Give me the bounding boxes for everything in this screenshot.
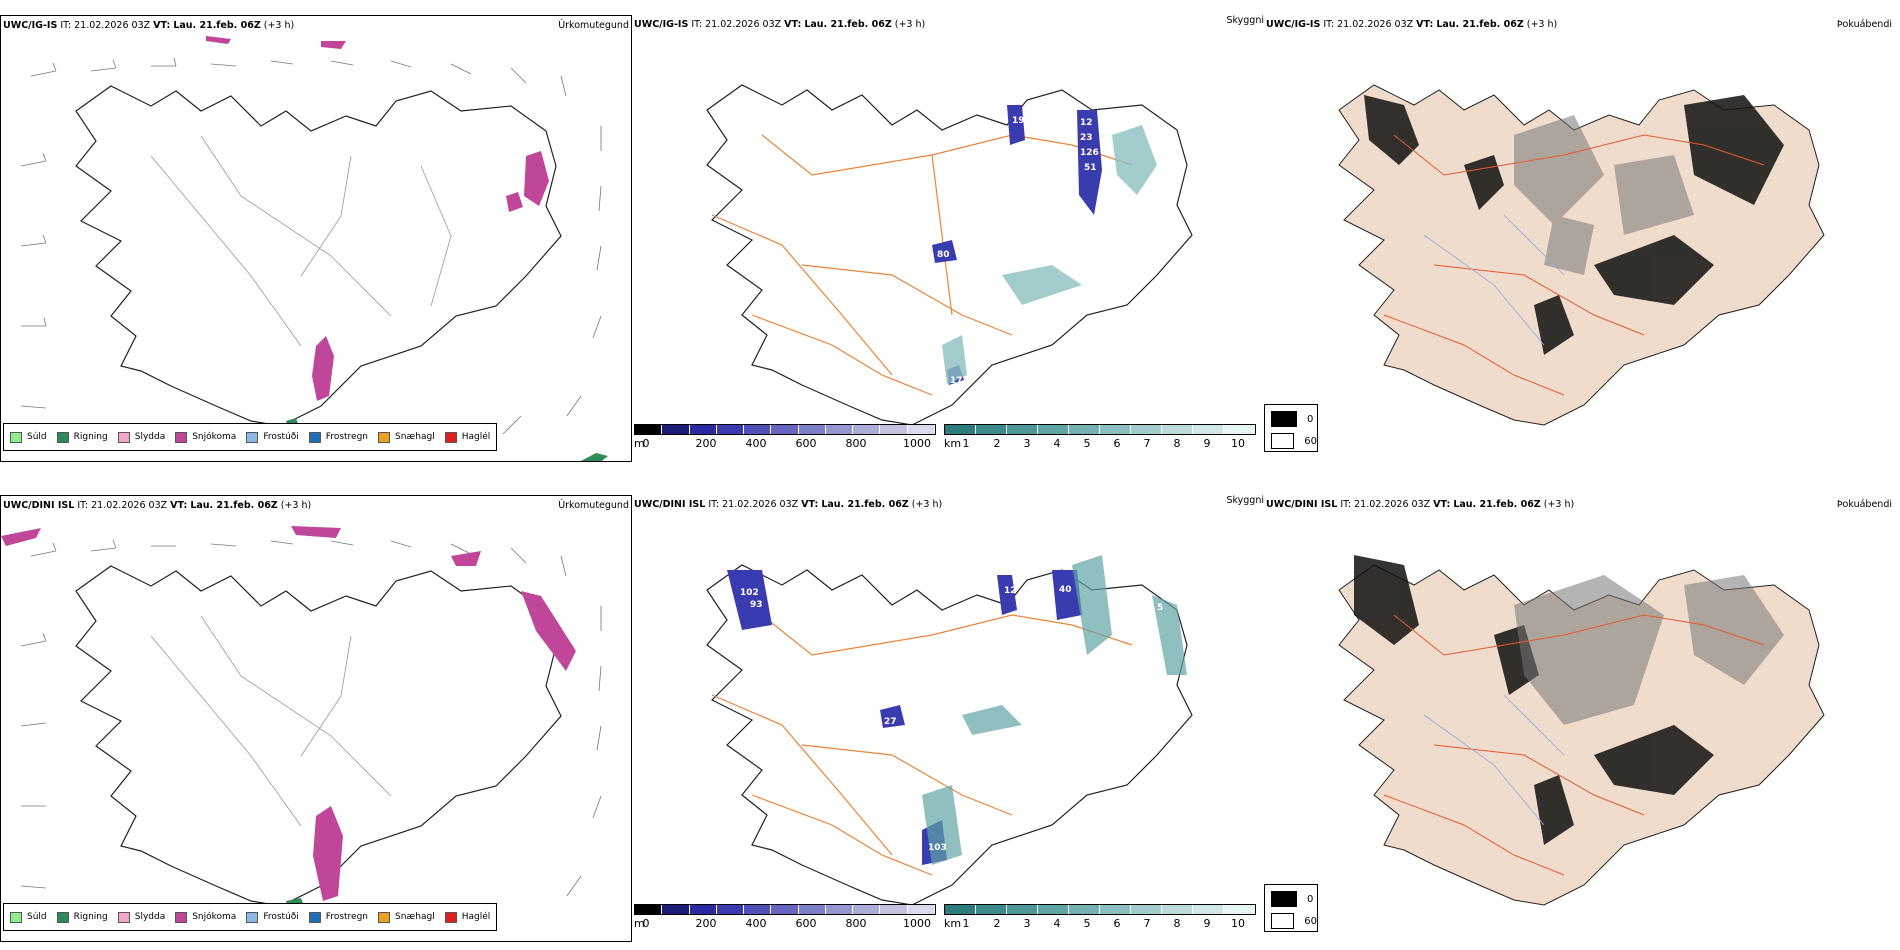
map-type-label: Skyggni [1226,15,1264,26]
depth-label: 93 [750,600,763,610]
legend-item-suld: Súld [10,431,47,443]
depth-label: 27 [884,717,897,727]
map-header: UWC/IG-IS IT: 21.02.2026 03Z VT: Lau. 21… [634,19,926,30]
roads [1383,614,1765,876]
visibility-areas [942,125,1157,385]
depth-label: 51 [1084,163,1097,173]
roads [150,615,392,827]
iceland-coastline [75,85,562,427]
fog-legend: 0 60 [1264,404,1318,452]
fog-mid-areas [1514,115,1694,275]
map-type-label: Þokuábendi [1836,19,1892,30]
visibility-areas [922,555,1187,865]
map-header: UWC/DINI ISL IT: 21.02.2026 03Z VT: Lau.… [1266,499,1575,510]
map-type-label: Þokuábendi [1836,499,1892,510]
roads [150,135,452,347]
precip-legend: Súld Rigning Slydda Snjókoma Frostúði Fr… [3,423,498,451]
legend-item-slydda: Slydda [117,911,165,923]
fog-high-areas [1364,95,1784,355]
legend-item-frostudi: Frostúði [246,431,299,443]
fog-legend: 0 60 [1264,884,1318,932]
roads [711,614,1133,876]
map-header: UWC/DINI ISL IT: 21.02.2026 03Z VT: Lau.… [634,499,943,510]
legend-item-snaehagl: Snæhagl [378,431,435,443]
legend-item-slydda: Slydda [117,431,165,443]
fog-index-map-row1: UWC/IG-IS IT: 21.02.2026 03Z VT: Lau. 21… [1264,15,1900,460]
snow-depth-labels: 12 23 126 51 80 17 19 [937,116,1099,386]
fog-mid-areas [1514,575,1784,725]
roads [711,134,1133,396]
depth-label: 126 [1080,148,1099,158]
snow-depth-labels: 102 93 40 12 27 103 5 [740,585,1163,853]
wind-barbs [20,539,602,897]
legend-item-snjokoma: Snjókoma [175,431,236,443]
depth-colorbar: m 0 200 400 600 800 1000 [634,904,936,932]
depth-label: 5 [1157,603,1163,613]
legend-item-rigning: Rigning [56,431,108,443]
depth-label: 80 [937,250,950,260]
legend-item-rigning: Rigning [56,911,108,923]
depth-label: 103 [928,843,947,853]
rivers [1423,694,1565,826]
low-cloud-areas [727,570,1082,865]
depth-label: 102 [740,588,759,598]
legend-item-snaehagl: Snæhagl [378,911,435,923]
depth-label: 17 [950,376,963,386]
rivers [1423,214,1565,346]
legend-item-snjokoma: Snjókoma [175,911,236,923]
map-header: UWC/IG-IS IT: 21.02.2026 03Z VT: Lau. 21… [3,20,295,31]
iceland-map [20,36,608,461]
map-type-label: Úrkomutegund [558,20,629,31]
iceland-coastline [706,564,1193,906]
wind-barbs [20,57,602,435]
legend-item-hagel: Haglél [444,911,490,923]
legend-item-suld: Súld [10,911,47,923]
precip-legend: Súld Rigning Slydda Snjókoma Frostúði Fr… [3,903,498,931]
legend-item-frostregn: Frostregn [308,911,368,923]
precip-type-map-row2: UWC/DINI ISL IT: 21.02.2026 03Z VT: Lau.… [0,495,632,942]
snow-areas [206,36,549,401]
depth-label: 40 [1059,585,1072,595]
iceland-map: 102 93 40 12 27 103 5 [706,555,1193,906]
depth-label: 12 [1080,118,1093,128]
map-type-label: Skyggni [1226,495,1264,506]
fog-index-map-row2: UWC/DINI ISL IT: 21.02.2026 03Z VT: Lau.… [1264,495,1900,940]
depth-label: 23 [1080,133,1093,143]
depth-label: 12 [1004,586,1017,596]
visibility-colorbar: km 1 2 3 4 5 6 7 8 9 10 [944,424,1256,452]
map-type-label: Úrkomutegund [558,500,629,511]
iceland-map [1338,555,1825,906]
map-header: UWC/DINI ISL IT: 21.02.2026 03Z VT: Lau.… [3,500,312,511]
visibility-map-row1: UWC/IG-IS IT: 21.02.2026 03Z VT: Lau. 21… [632,15,1264,460]
depth-colorbar: m 0 200 400 600 800 1000 [634,424,936,452]
precip-type-map-row1: UWC/IG-IS IT: 21.02.2026 03Z VT: Lau. 21… [0,15,632,462]
legend-item-hagel: Haglél [444,431,490,443]
iceland-map [1,526,602,909]
roads [1383,134,1765,396]
iceland-map: 12 23 126 51 80 17 19 [706,84,1193,426]
legend-item-frostudi: Frostúði [246,911,299,923]
depth-label: 19 [1012,116,1025,126]
map-header: UWC/IG-IS IT: 21.02.2026 03Z VT: Lau. 21… [1266,19,1558,30]
iceland-map [1338,84,1825,426]
visibility-colorbar: km 1 2 3 4 5 6 7 8 9 10 [944,904,1256,932]
iceland-coastline [75,565,562,907]
visibility-map-row2: UWC/DINI ISL IT: 21.02.2026 03Z VT: Lau.… [632,495,1264,940]
snow-areas [1,526,576,901]
legend-item-frostregn: Frostregn [308,431,368,443]
